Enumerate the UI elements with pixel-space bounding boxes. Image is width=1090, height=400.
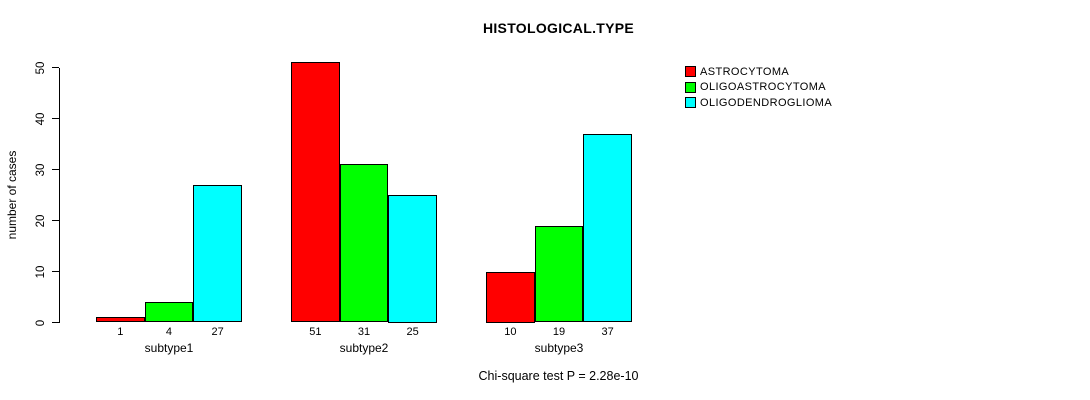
y-tick-label: 10 bbox=[35, 265, 47, 278]
y-tick bbox=[52, 220, 59, 221]
legend-item: OLIGOASTROCYTOMA bbox=[685, 81, 832, 94]
y-axis-label: number of cases bbox=[5, 150, 19, 240]
y-axis-line bbox=[59, 67, 60, 323]
y-tick-label: 50 bbox=[35, 61, 47, 74]
bar bbox=[193, 184, 242, 323]
bar-value-label: 27 bbox=[211, 326, 224, 338]
bar-value-label: 19 bbox=[552, 326, 566, 338]
bar bbox=[291, 62, 340, 323]
legend-label: OLIGODENDROGLIOMA bbox=[700, 96, 833, 109]
annotation-caption: Chi-square test P = 2.28e-10 bbox=[478, 369, 639, 383]
legend-swatch-icon bbox=[685, 97, 696, 109]
bar bbox=[534, 225, 584, 323]
bar-value-label: 10 bbox=[504, 326, 517, 338]
legend-swatch-icon bbox=[685, 66, 696, 78]
y-tick-label: 40 bbox=[35, 112, 47, 125]
bar bbox=[96, 317, 145, 323]
y-tick bbox=[52, 271, 59, 272]
category-label: subtype3 bbox=[534, 341, 584, 355]
chart-title: HISTOLOGICAL.TYPE bbox=[482, 20, 635, 36]
bar bbox=[339, 164, 389, 323]
y-tick-label: 30 bbox=[35, 163, 47, 176]
bar bbox=[583, 133, 632, 323]
bar bbox=[144, 302, 194, 323]
y-tick bbox=[52, 322, 59, 323]
y-tick-label: 0 bbox=[35, 319, 47, 326]
bar bbox=[486, 271, 535, 323]
bar-value-label: 4 bbox=[165, 326, 173, 338]
bar-value-label: 1 bbox=[117, 326, 124, 338]
bar-value-label: 51 bbox=[309, 326, 322, 338]
category-label: subtype1 bbox=[144, 341, 194, 355]
legend-item: OLIGODENDROGLIOMA bbox=[685, 97, 832, 109]
y-tick-label: 20 bbox=[35, 214, 47, 227]
bar-value-label: 25 bbox=[406, 326, 419, 338]
bar bbox=[388, 195, 437, 323]
bar-value-label: 31 bbox=[357, 326, 371, 338]
legend-label: OLIGOASTROCYTOMA bbox=[700, 81, 826, 94]
legend-swatch-icon bbox=[685, 81, 696, 93]
category-label: subtype2 bbox=[339, 341, 389, 355]
legend: ASTROCYTOMA OLIGOASTROCYTOMA OLIGODENDROGL… bbox=[685, 66, 832, 109]
y-tick bbox=[52, 118, 59, 119]
legend-item: ASTROCYTOMA bbox=[685, 66, 832, 78]
y-tick bbox=[52, 169, 59, 170]
legend-label: ASTROCYTOMA bbox=[700, 65, 790, 78]
bar-value-label: 37 bbox=[601, 326, 614, 338]
y-tick bbox=[52, 67, 59, 68]
